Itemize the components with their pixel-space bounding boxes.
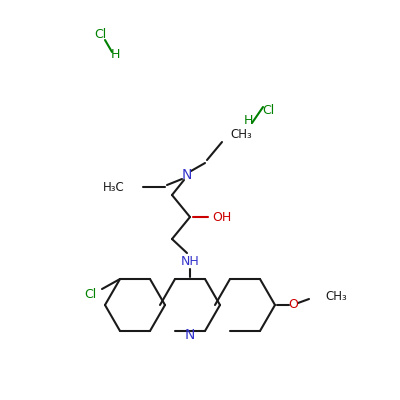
Text: OH: OH xyxy=(212,210,231,224)
Text: H₃C: H₃C xyxy=(103,180,125,194)
Text: NH: NH xyxy=(181,254,199,268)
Text: H: H xyxy=(110,48,120,62)
Text: Cl: Cl xyxy=(84,288,96,300)
Text: Cl: Cl xyxy=(262,104,274,116)
Text: Cl: Cl xyxy=(94,28,106,42)
Text: N: N xyxy=(185,328,195,342)
Text: H: H xyxy=(243,114,253,126)
Text: CH₃: CH₃ xyxy=(325,290,347,304)
Text: CH₃: CH₃ xyxy=(230,128,252,140)
Text: N: N xyxy=(182,168,192,182)
Text: O: O xyxy=(288,298,298,312)
